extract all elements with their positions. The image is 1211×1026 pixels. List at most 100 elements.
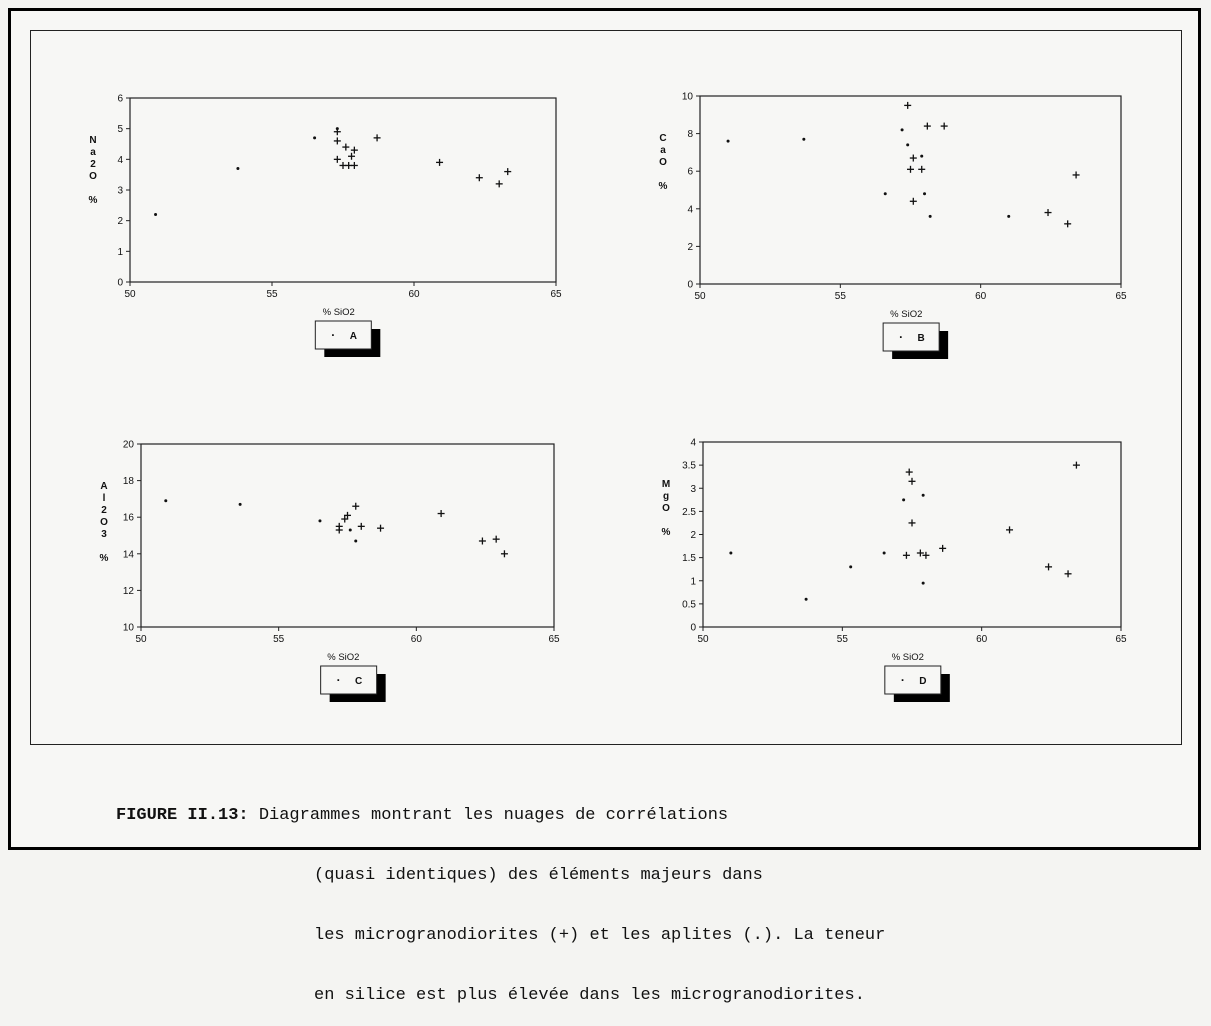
- plot-area-b: [699, 95, 1122, 285]
- figure-caption: FIGURE II.13: Diagrammes montrant les nu…: [116, 766, 885, 1026]
- x-tick-label-a-1: 55: [266, 289, 278, 300]
- y-tick-label-c-3: 16: [123, 513, 135, 524]
- x-tick-label-d-1: 55: [837, 634, 849, 645]
- legend-label-c: C: [355, 676, 362, 687]
- y-tick-label-d-5: 2.5: [682, 507, 696, 518]
- y-tick-label-d-6: 3: [690, 484, 696, 495]
- x-tick-label-a-0: 50: [124, 289, 136, 300]
- data-point-plus-c-4: [352, 502, 360, 510]
- data-point-plus-d-4: [916, 549, 924, 557]
- data-point-plus-a-2: [342, 143, 350, 151]
- x-tick-label-a-3: 65: [550, 289, 562, 300]
- caption-line-1: Diagrammes montrant les nuages de corrél…: [248, 806, 729, 825]
- y-tick-label-d-8: 4: [690, 438, 696, 449]
- data-point-dot-d-3: [882, 551, 886, 555]
- x-tick-label-d-3: 65: [1115, 634, 1127, 645]
- data-point-dot-a-0: [154, 213, 158, 217]
- x-axis-label-b: % SiO2: [890, 309, 922, 320]
- y-tick-label-a-6: 6: [117, 94, 123, 105]
- x-tick-label-c-0: 50: [135, 634, 147, 645]
- caption-line-3: les microgranodiorites (+) et les aplite…: [314, 926, 886, 945]
- data-point-plus-d-9: [1064, 570, 1072, 578]
- data-point-plus-a-9: [373, 134, 381, 142]
- y-tick-label-d-3: 1.5: [682, 553, 696, 564]
- x-tick-label-b-0: 50: [694, 291, 706, 302]
- data-point-dot-d-4: [902, 498, 906, 502]
- data-point-plus-b-5: [918, 165, 926, 173]
- x-tick-label-b-3: 65: [1115, 291, 1127, 302]
- data-point-plus-a-5: [333, 155, 341, 163]
- data-point-plus-b-8: [1044, 209, 1052, 217]
- data-point-plus-d-1: [908, 477, 916, 485]
- y-axis-label-char-a-1: a: [90, 147, 96, 158]
- legend-box-c: [320, 665, 378, 695]
- page-frame: [8, 8, 1201, 850]
- data-point-dot-d-5: [921, 493, 925, 497]
- y-axis-label-char-c-6: %: [100, 553, 109, 564]
- plot-area-d: [702, 441, 1122, 628]
- y-axis-label-char-c-3: O: [100, 517, 108, 528]
- data-point-dot-b-3: [900, 128, 904, 132]
- y-tick-label-d-2: 1: [690, 576, 696, 587]
- data-point-dot-d-6: [921, 581, 925, 585]
- y-axis-label-char-c-1: l: [103, 493, 106, 504]
- y-axis-label-char-d-4: %: [662, 527, 671, 538]
- y-axis-label-char-d-0: M: [662, 479, 670, 490]
- data-point-plus-d-5: [922, 551, 930, 559]
- data-point-plus-c-9: [492, 535, 500, 543]
- data-point-plus-d-2: [908, 519, 916, 527]
- legend-label-d: D: [919, 676, 926, 687]
- y-axis-label-char-a-5: %: [89, 195, 98, 206]
- y-axis-label-char-d-2: O: [662, 503, 670, 514]
- y-tick-label-a-2: 2: [117, 216, 123, 227]
- legend-marker-c: ·: [337, 673, 341, 687]
- data-point-dot-a-1: [236, 167, 240, 171]
- x-axis-label-a: % SiO2: [323, 307, 355, 318]
- y-tick-label-a-4: 4: [117, 155, 123, 166]
- data-point-plus-b-7: [1072, 171, 1080, 179]
- figure-box: [30, 30, 1182, 745]
- data-point-plus-a-10: [436, 158, 444, 166]
- y-tick-label-b-5: 10: [682, 92, 694, 103]
- data-point-dot-b-7: [1007, 214, 1011, 218]
- data-point-plus-b-1: [923, 122, 931, 130]
- y-tick-label-a-1: 1: [117, 247, 123, 258]
- data-point-dot-c-3: [348, 528, 352, 532]
- y-tick-label-c-4: 18: [123, 476, 135, 487]
- y-tick-label-b-1: 2: [687, 242, 693, 253]
- y-axis-label-char-a-0: N: [89, 135, 96, 146]
- data-point-plus-b-3: [909, 154, 917, 162]
- data-point-dot-d-0: [729, 551, 733, 555]
- y-tick-label-c-2: 14: [123, 549, 135, 560]
- y-tick-label-b-4: 8: [687, 129, 693, 140]
- y-tick-label-d-1: 0.5: [682, 599, 696, 610]
- y-axis-label-char-a-3: O: [89, 171, 97, 182]
- legend-box-b: [882, 322, 940, 352]
- y-tick-label-b-2: 4: [687, 204, 693, 215]
- y-axis-label-char-b-1: a: [660, 145, 666, 156]
- data-point-plus-a-3: [350, 146, 358, 154]
- data-point-dot-c-4: [354, 539, 358, 543]
- x-tick-label-b-2: 60: [975, 291, 987, 302]
- data-point-plus-a-1: [333, 137, 341, 145]
- data-point-plus-d-7: [1006, 526, 1014, 534]
- legend-box-a: [314, 320, 372, 350]
- data-point-plus-b-9: [1064, 220, 1072, 228]
- data-point-plus-d-10: [1072, 461, 1080, 469]
- data-point-plus-c-1: [341, 515, 349, 523]
- panel-d: 50 55 60 65 0 0.5 1 1.5 2 2.5 3 3.5 4 % SiO2 MgO% · D: [662, 438, 1127, 702]
- y-axis-label-char-c-2: 2: [101, 505, 107, 516]
- y-tick-label-b-3: 6: [687, 167, 693, 178]
- legend-marker-d: ·: [901, 673, 905, 687]
- data-point-dot-b-5: [923, 192, 927, 196]
- data-point-dot-a-2: [313, 136, 317, 140]
- data-point-dot-b-4: [920, 154, 924, 158]
- data-point-plus-d-3: [902, 551, 910, 559]
- x-axis-label-d: % SiO2: [892, 652, 924, 663]
- y-axis-label-char-d-1: g: [663, 491, 669, 502]
- legend-label-b: B: [918, 333, 925, 344]
- y-tick-label-c-1: 12: [123, 586, 135, 597]
